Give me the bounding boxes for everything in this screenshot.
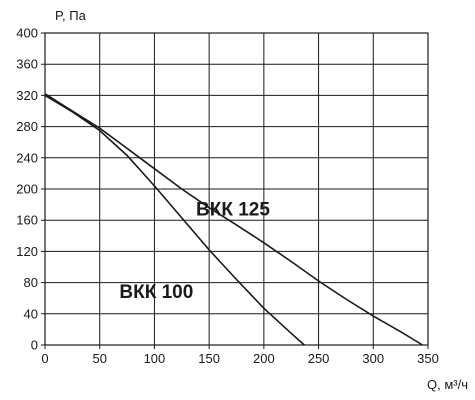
x-tick-label: 150 [198,351,220,366]
y-tick-label: 160 [16,213,38,228]
y-tick-label: 280 [16,119,38,134]
y-tick-label: 120 [16,244,38,259]
plot-frame [44,32,429,346]
grid [41,32,429,349]
x-tick-label: 100 [144,351,166,366]
y-tick-label: 80 [24,275,38,290]
series-label-vkk100: ВКК 100 [119,282,193,303]
series-line-vkk125 [44,93,423,346]
x-tick-label: 350 [417,351,439,366]
y-tick-label: 200 [16,182,38,197]
series-label-vkk125: ВКК 125 [196,200,270,221]
x-axis-label: Q, м³/ч [427,377,468,392]
x-tick-label: 250 [308,351,330,366]
y-tick-label: 0 [31,338,38,353]
x-tick-label: 200 [253,351,275,366]
tick-labels: 0 50 100 150 200 250 300 350 0 40 80 120 160 200 240 28… [16,26,439,367]
series-line-vkk100 [44,94,305,346]
y-axis-label: P, Па [55,8,87,23]
x-tick-label: 300 [362,351,384,366]
y-tick-label: 320 [16,88,38,103]
y-tick-label: 360 [16,57,38,72]
series-layer [44,93,423,346]
y-tick-label: 400 [16,26,38,41]
y-tick-label: 40 [24,306,38,321]
x-tick-label: 0 [41,351,48,366]
y-tick-label: 240 [16,150,38,165]
x-tick-label: 50 [92,351,106,366]
